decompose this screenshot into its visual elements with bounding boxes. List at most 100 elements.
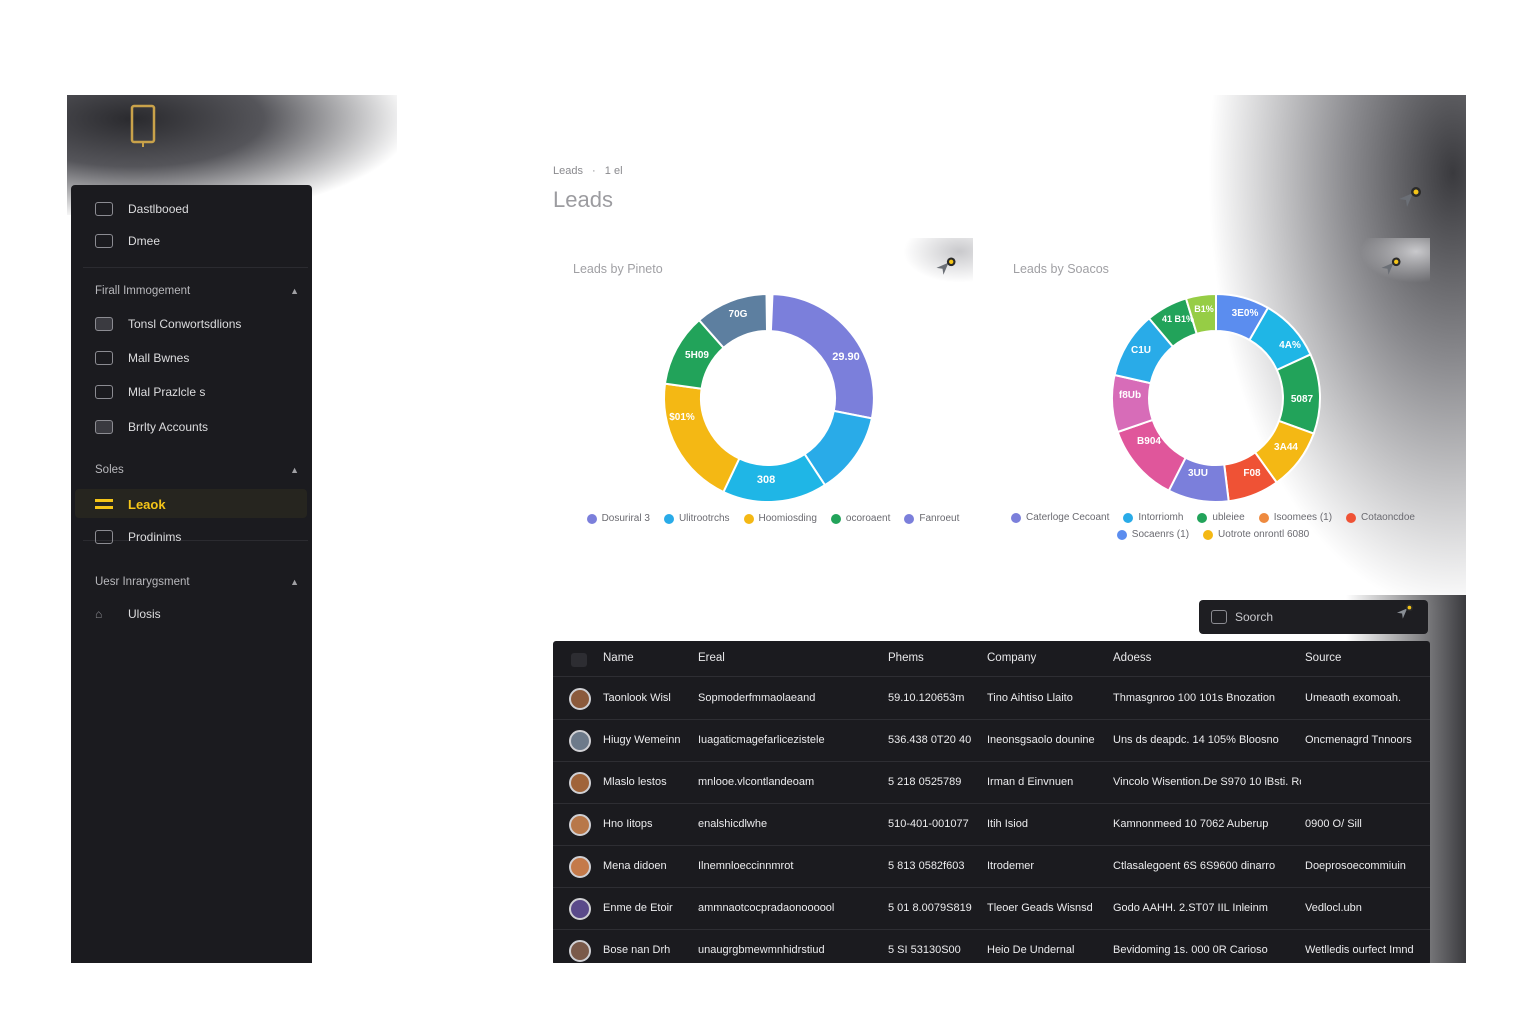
table-cell: Hiugy Wemeinn — [603, 734, 681, 746]
avatar — [569, 688, 591, 710]
table-cell: 0900 O/ Sill — [1305, 818, 1362, 830]
table-cell: Godo AAHH. 2.ST07 IIL Inleinm — [1113, 902, 1268, 914]
column-header[interactable]: Adoess — [1113, 652, 1152, 664]
page-icon — [95, 234, 113, 248]
sidebar-item-users[interactable]: ⌂ Ulosis — [95, 601, 161, 627]
column-header[interactable]: Phems — [888, 652, 924, 664]
table-row[interactable]: Mlaslo lestos mnlooe.vlcontlandeoam 5 218 … — [553, 762, 1430, 804]
sidebar-item-leads[interactable]: Leaok — [95, 491, 166, 517]
donut-chart: 29.90 308 $01% 5H09 70G — [663, 293, 875, 503]
sidebar-item-label: Mlal Prazlcle s — [128, 385, 206, 399]
slice-label: B904 — [1137, 436, 1161, 447]
column-header[interactable]: Name — [603, 652, 634, 664]
column-header[interactable]: Source — [1305, 652, 1342, 664]
legend-dot — [1258, 512, 1269, 523]
legend-dot — [830, 513, 841, 524]
table-cell: 510-401-001077 — [888, 818, 969, 830]
avatar — [569, 856, 591, 878]
legend-item[interactable]: ocoroaent — [830, 513, 891, 524]
legend-item[interactable]: Cotaoncdoe — [1346, 512, 1415, 523]
slice-label: 41 B1% — [1162, 314, 1194, 324]
table-row[interactable]: Taonlook Wisl Sopmoderfmmaolaeand 59.10.12… — [553, 678, 1430, 720]
column-header[interactable]: Ereal — [698, 652, 725, 664]
table-row[interactable]: Hiugy Wemeinn Iuagaticmagefarlicezistele 5… — [553, 720, 1430, 762]
table-row[interactable]: Hno Iitops enalshicdlwhe 510-401-001077 Iti… — [553, 804, 1430, 846]
breadcrumb: Leads · 1 el — [553, 165, 623, 177]
table-row[interactable]: Bose nan Drh unaugrgbmewmnhidrstiud 5 SI 5… — [553, 930, 1430, 963]
slice-label: B1% — [1194, 304, 1214, 314]
table-cell: Iuagaticmagefarlicezistele — [698, 734, 825, 746]
section-header-sales[interactable]: Soles ▲ — [95, 460, 305, 480]
folder-icon — [95, 420, 113, 434]
help-bird-icon[interactable] — [1395, 183, 1425, 213]
legend-item[interactable]: Fanroeut — [904, 513, 959, 524]
table-cell: Uns ds deapdc. 14 105% Bloosno — [1113, 734, 1279, 746]
search-input[interactable]: Soorch — [1235, 610, 1274, 624]
section-header-user-management[interactable]: Uesr Inrarygsment ▲ — [95, 572, 305, 592]
section-header-finance[interactable]: Firall Immogement ▲ — [95, 281, 305, 301]
legend-item[interactable]: Uotrote onrontl 6080 — [1203, 529, 1309, 540]
column-header[interactable]: Company — [987, 652, 1037, 664]
legend-item[interactable]: ubleiee — [1197, 512, 1245, 523]
chevron-up-icon: ▲ — [290, 577, 299, 587]
legend-item[interactable]: Isoomees (1) — [1258, 512, 1332, 523]
search-box[interactable]: Soorch — [1199, 600, 1428, 634]
legend-label: ocoroaent — [845, 513, 891, 524]
legend-item[interactable]: Dosuriral 3 — [586, 513, 650, 524]
divider — [83, 267, 308, 268]
table-cell: Ilnemnloeccinnmrot — [698, 860, 794, 872]
help-bird-icon[interactable] — [1394, 601, 1416, 623]
breadcrumb-parent[interactable]: Leads — [553, 165, 583, 177]
table-cell: Vincolo Wisention.De S970 10 lBsti. Roct… — [1113, 776, 1301, 788]
legend-item[interactable]: Caterloge Cecoant — [1011, 512, 1109, 523]
sidebar-item-label: Tonsl Conwortsdlions — [128, 317, 242, 331]
slice-label: $01% — [669, 412, 695, 423]
table-cell: Taonlook Wisl — [603, 692, 671, 704]
section-title: Firall Immogement — [95, 285, 191, 297]
sidebar-item-label: Leaok — [128, 496, 166, 512]
legend-item[interactable]: Intorriomh — [1123, 512, 1183, 523]
section-title: Uesr Inrarygsment — [95, 576, 190, 588]
leads-table: Name Ereal Phems Company Adoess Source T… — [553, 641, 1430, 963]
table-cell: Tino Aihtiso Llaito — [987, 692, 1073, 704]
sidebar: Dastlbooed Dmee Firall Immogement ▲ Tons… — [71, 185, 312, 963]
table-row[interactable]: Mena didoen Ilnemnloeccinnmrot 5 813 0582f… — [553, 846, 1430, 888]
table-cell: 536.438 0T20 40 — [888, 734, 972, 746]
slice-label: 3UU — [1188, 468, 1208, 479]
slice-label: 5087 — [1291, 394, 1314, 405]
help-bird-icon[interactable] — [1378, 254, 1404, 280]
legend-item[interactable]: Socaenrs (1) — [1116, 529, 1189, 540]
legend-item[interactable]: Ulitrootrchs — [663, 513, 730, 524]
legend-dot — [1197, 512, 1208, 523]
menu-icon — [95, 499, 113, 509]
card-shadow — [903, 238, 973, 283]
legend-item[interactable]: Hoomiosding — [743, 513, 817, 524]
legend-label: Uotrote onrontl 6080 — [1218, 529, 1310, 540]
select-all-checkbox[interactable] — [571, 653, 587, 667]
sidebar-item-providers[interactable]: Mlal Prazlcle s — [95, 379, 205, 405]
chart-legend: Caterloge Cecoant Intorriomh ubleiee Iso… — [1003, 512, 1423, 540]
sidebar-item-accounts[interactable]: Brrlty Accounts — [95, 414, 208, 440]
sidebar-item-products[interactable]: Prodinims — [95, 524, 181, 550]
legend-label: Hoomiosding — [758, 513, 817, 524]
sidebar-item-conversations[interactable]: Tonsl Conwortsdlions — [95, 311, 241, 337]
sidebar-item-label: Brrlty Accounts — [128, 420, 209, 434]
folder-icon — [95, 351, 113, 365]
help-bird-icon[interactable] — [933, 254, 959, 280]
sidebar-item-dashboard[interactable]: Dastlbooed — [95, 196, 189, 222]
table-row[interactable]: Enme de Etoir ammnaotcocpradaonoooool 5 01… — [553, 888, 1430, 930]
table-cell: Sopmoderfmmaolaeand — [698, 692, 816, 704]
legend-dot — [904, 513, 915, 524]
chevron-up-icon: ▲ — [290, 286, 299, 296]
legend-label: Caterloge Cecoant — [1026, 512, 1110, 523]
table-cell: Hno Iitops — [603, 818, 653, 830]
user-icon: ⌂ — [95, 607, 103, 621]
chart-card-leads-by-source: Leads by Soacos 3E0% 4A% 5087 3A44 — [993, 238, 1430, 568]
table-cell: 5 813 0582f603 — [888, 860, 965, 872]
sidebar-item-label: Ulosis — [128, 607, 161, 621]
sidebar-item-dmee[interactable]: Dmee — [95, 228, 160, 254]
table-cell: 5 218 0525789 — [888, 776, 962, 788]
table-cell: unaugrgbmewmnhidrstiud — [698, 944, 825, 956]
sidebar-item-mall[interactable]: Mall Bwnes — [95, 345, 189, 371]
folder-icon — [95, 317, 113, 331]
